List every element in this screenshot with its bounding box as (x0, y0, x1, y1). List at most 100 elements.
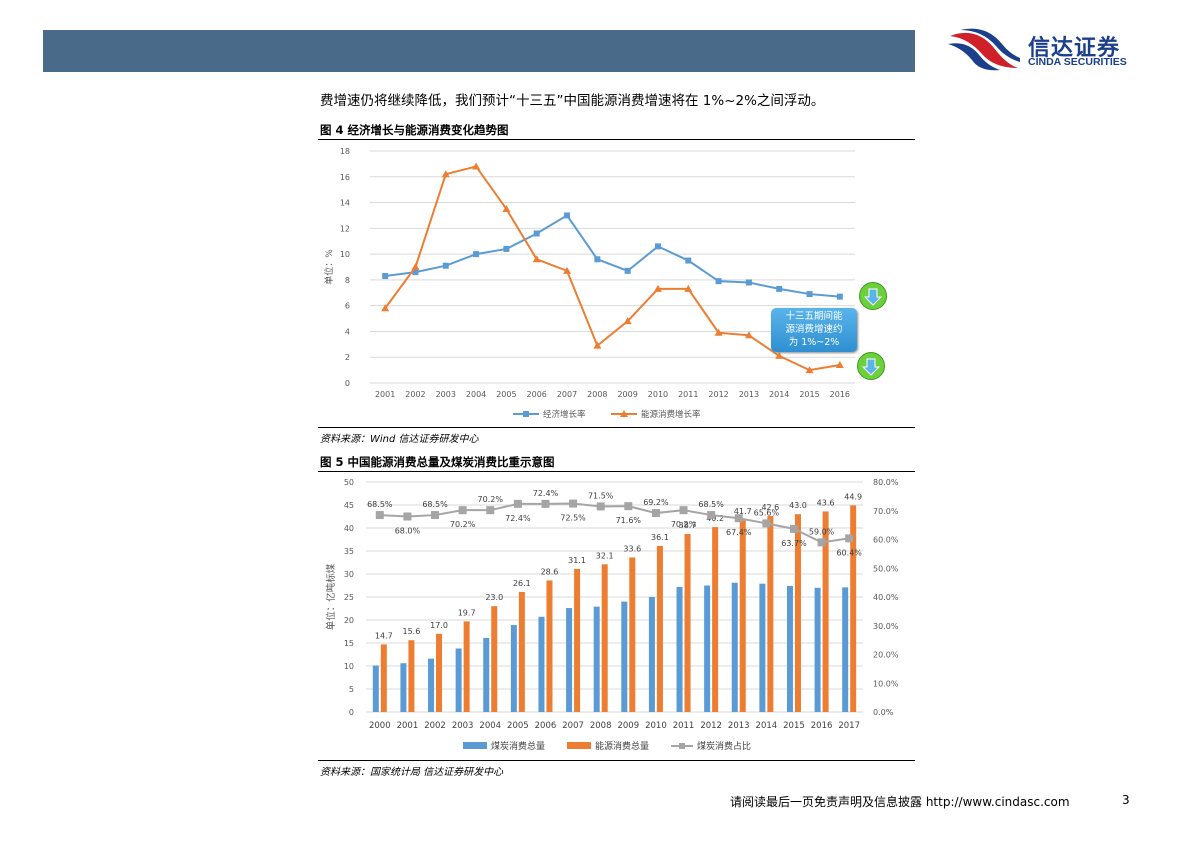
y-tick-label: 10 (344, 662, 354, 671)
y-tick-label: 40 (344, 524, 354, 533)
figure4-callout: 十三五期间能 源消费增速约 为 1%~2% (771, 308, 857, 352)
y-axis-label: 单位：% (323, 249, 335, 285)
line-data-label: 70.2% (671, 520, 697, 529)
y2-tick-label: 50.0% (873, 564, 899, 573)
bar-coal-consumption (731, 582, 738, 712)
data-point-economic-growth (503, 245, 510, 252)
data-point-economic-growth (412, 269, 419, 276)
legend-marker (523, 411, 529, 417)
x-tick-label: 2013 (739, 390, 759, 399)
line-data-label: 60.4% (836, 548, 862, 557)
bar-coal-consumption (372, 665, 379, 712)
logo-english-text: CINDA SECURITIES (1028, 56, 1127, 68)
legend-label-0: 经济增长率 (543, 409, 586, 420)
bar-coal-consumption (538, 616, 545, 712)
legend-marker (620, 410, 628, 417)
x-tick-label: 2011 (678, 390, 698, 399)
line-data-label: 68.5% (422, 500, 448, 509)
footer-disclaimer: 请阅读最后一页免责声明及信息披露 http://www.cindasc.com (730, 795, 1070, 809)
y-tick-label: 2 (345, 353, 350, 362)
series-line-1 (384, 165, 841, 372)
data-point-energy-growth (381, 304, 390, 312)
bar-data-label: 36.1 (651, 533, 669, 542)
line-data-label: 71.6% (616, 516, 642, 525)
y-tick-label: 5 (349, 685, 354, 694)
x-tick-label: 2016 (830, 390, 850, 399)
x-tick-label: 2009 (617, 390, 637, 399)
bar-coal-consumption (648, 597, 655, 712)
data-point-coal-share (789, 524, 798, 533)
data-point-energy-growth (775, 351, 784, 359)
data-point-economic-growth (654, 243, 661, 250)
x-tick-label: 2006 (535, 721, 557, 731)
figure4-bottom-rule (318, 427, 915, 428)
page-number: 3 (1122, 793, 1130, 807)
x-tick-label: 2004 (466, 390, 486, 399)
y-tick-label: 4 (345, 327, 350, 336)
data-point-economic-growth (685, 257, 692, 264)
line-data-label: 69.2% (643, 498, 669, 507)
bar-energy-consumption (408, 640, 415, 712)
data-point-economic-growth (836, 293, 843, 300)
data-point-energy-growth (835, 360, 844, 368)
line-data-label: 70.2% (478, 495, 504, 504)
data-point-economic-growth (624, 267, 631, 274)
data-point-coal-share (679, 506, 688, 515)
y-tick-label: 18 (340, 147, 350, 156)
figure4-title: 图 4 经济增长与能源消费变化趋势图 (320, 123, 509, 137)
down-arrow-icon-upper (859, 282, 887, 310)
bar-coal-consumption (759, 583, 766, 712)
bar-coal-consumption (566, 608, 573, 712)
bar-energy-consumption (546, 580, 553, 712)
data-point-economic-growth (594, 256, 601, 263)
figure4-line-chart: 0 2 4 6 8 10 12 14 16 18 2001 2002 2003 2004 2005 2006 2… (323, 147, 855, 420)
y-tick-label: 8 (345, 276, 350, 285)
x-tick-label: 2005 (496, 390, 516, 399)
bar-coal-consumption (704, 585, 711, 712)
series-line-0 (385, 214, 840, 298)
line-data-label: 72.5% (560, 514, 586, 523)
data-point-energy-growth (714, 328, 723, 336)
y-axis-label: 单位：亿吨标煤 (325, 563, 337, 630)
line-data-label: 65.6% (754, 508, 780, 517)
data-point-coal-share (707, 511, 716, 520)
bar-data-label: 38.7 (679, 521, 697, 530)
x-tick-label: 2012 (708, 390, 728, 399)
y-tick-label: 16 (340, 173, 350, 182)
line-data-label: 68.0% (395, 527, 421, 536)
data-point-coal-share (596, 502, 605, 511)
data-point-energy-growth (563, 266, 572, 274)
bar-coal-consumption (621, 601, 628, 712)
bar-coal-consumption (842, 587, 849, 712)
line-data-label: 72.4% (505, 514, 531, 523)
line-data-label: 59.0% (809, 527, 835, 536)
bar-energy-consumption (684, 533, 691, 712)
bar-data-label: 14.7 (375, 631, 393, 640)
legend-swatch (463, 742, 487, 749)
bar-energy-consumption (380, 644, 387, 712)
x-tick-label: 2010 (645, 721, 667, 731)
data-point-energy-growth (744, 331, 753, 339)
data-point-coal-share (541, 499, 550, 508)
callout-line-3: 为 1%~2% (788, 337, 840, 348)
x-tick-label: 2015 (799, 390, 819, 399)
bar-data-label: 17.0 (430, 621, 448, 630)
line-data-label: 70.2% (450, 520, 476, 529)
data-point-economic-growth (533, 230, 540, 237)
figure4-source: 资料来源：Wind 信达证券研发中心 (320, 434, 479, 445)
x-tick-label: 2013 (728, 721, 750, 731)
bar-data-label: 31.1 (568, 556, 586, 565)
bar-energy-consumption (794, 514, 801, 712)
bar-data-label: 43.6 (817, 498, 835, 507)
data-point-coal-share (845, 534, 854, 543)
data-point-energy-growth (593, 341, 602, 349)
y2-tick-label: 0.0% (873, 708, 894, 717)
data-point-energy-growth (623, 317, 632, 325)
data-point-energy-growth (653, 284, 662, 292)
x-tick-label: 2014 (756, 721, 778, 731)
data-point-energy-growth (684, 284, 693, 292)
bar-energy-consumption (491, 606, 498, 712)
figure5-title: 图 5 中国能源消费总量及煤炭消费比重示意图 (320, 455, 555, 469)
bar-energy-consumption (463, 621, 470, 712)
figure5-source: 资料来源：国家统计局 信达证券研发中心 (320, 767, 504, 778)
